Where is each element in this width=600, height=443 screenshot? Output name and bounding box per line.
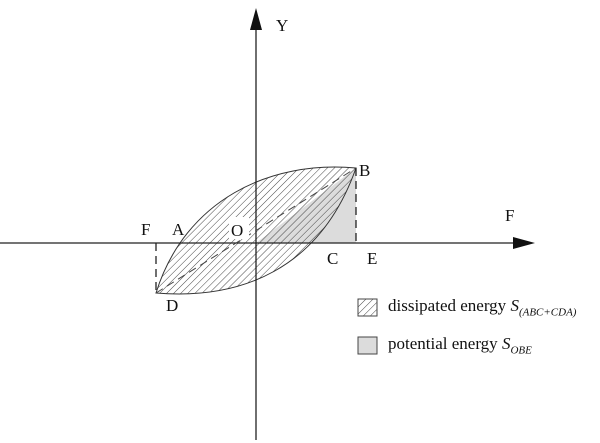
origin-label-bg: [229, 217, 249, 239]
y-axis-label: Y: [276, 16, 288, 35]
point-label-D: D: [166, 296, 178, 315]
legend-swatch-hatched: [357, 298, 378, 317]
point-label-A: A: [172, 220, 185, 239]
diagonal-DB: [155, 167, 357, 294]
legend-text: dissipated energy: [388, 296, 511, 315]
y-axis-arrow: [250, 8, 262, 30]
legend-text: potential energy: [388, 334, 502, 353]
legend-subscript: OBE: [510, 344, 532, 357]
legend-item-potential: potential energy SOBE: [388, 334, 532, 356]
point-label-C: C: [327, 249, 338, 268]
point-label-F: F: [141, 220, 150, 239]
legend-symbol: S: [501, 334, 511, 353]
x-axis-label: F: [505, 206, 514, 225]
legend-subscript: (ABC+CDA): [518, 306, 577, 319]
point-label-B: B: [359, 161, 370, 180]
legend-swatch-gray: [357, 336, 378, 355]
legend-symbol: S: [510, 296, 519, 315]
point-label-O: O: [231, 221, 243, 240]
point-label-E: E: [367, 249, 377, 268]
x-axis-arrow: [513, 237, 535, 249]
legend-item-dissipated: dissipated energy S(ABC+CDA): [388, 296, 576, 318]
